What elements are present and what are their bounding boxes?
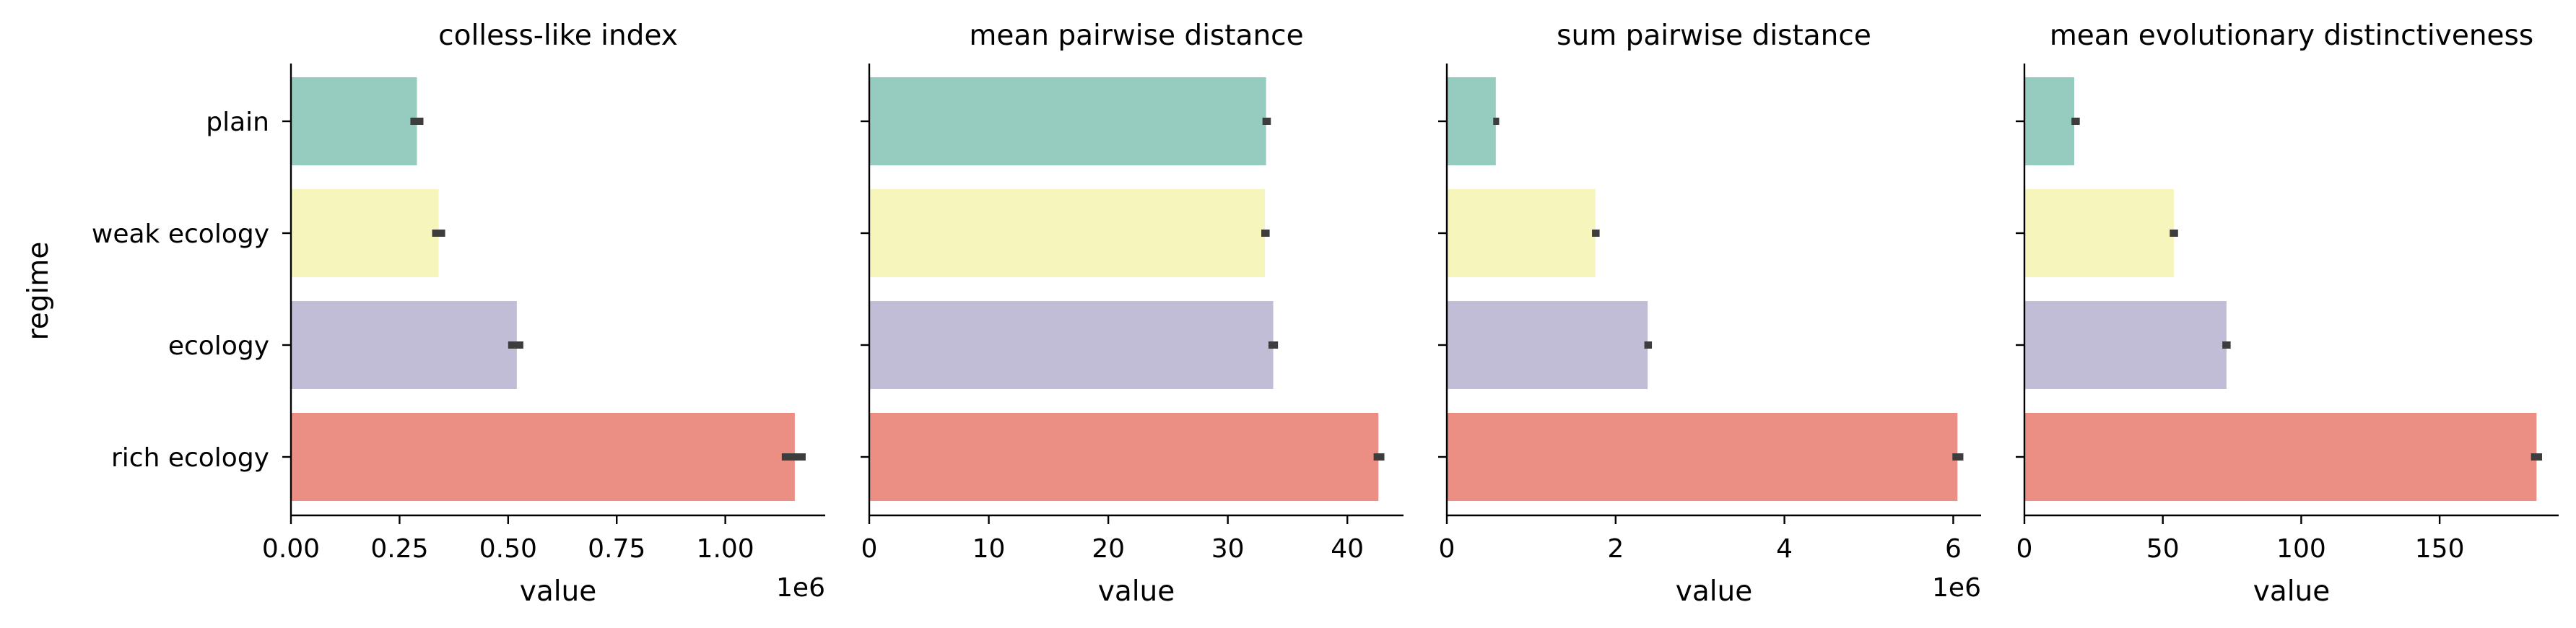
bar-ecology xyxy=(869,301,1274,389)
bar-plain xyxy=(2024,77,2075,165)
x-axis-label: value xyxy=(1098,575,1175,608)
x-tick-label: 0.00 xyxy=(262,534,320,564)
x-tick-label: 50 xyxy=(2146,534,2180,564)
bar-ecology xyxy=(2024,301,2227,389)
panel-1: colless-like index plain weak ecology ecolo… xyxy=(92,19,825,608)
bar-plain xyxy=(291,77,417,165)
y-tick-label: plain xyxy=(206,108,269,137)
x-tick-label: 1.00 xyxy=(697,534,754,564)
bar-weak-ecology xyxy=(291,189,439,277)
x-tick-label: 100 xyxy=(2276,534,2326,564)
x-tick-label: 6 xyxy=(1945,534,1962,564)
bar-rich-ecology xyxy=(2024,413,2537,501)
x-tick-label: 0 xyxy=(1439,534,1455,564)
bar-rich-ecology xyxy=(869,413,1379,501)
x-tick-label: 30 xyxy=(1211,534,1245,564)
panel-2: mean pairwise distance 0 10 20 30 40 value xyxy=(861,19,1404,608)
x-tick-label: 0 xyxy=(861,534,878,564)
panel-3: sum pairwise distance 0 2 4 6 value 1e6 xyxy=(1438,19,1981,608)
x-tick-label: 150 xyxy=(2415,534,2465,564)
bar-weak-ecology xyxy=(869,189,1265,277)
panel-title: mean evolutionary distinctiveness xyxy=(2050,19,2533,52)
x-tick-label: 2 xyxy=(1607,534,1624,564)
panel-title: mean pairwise distance xyxy=(969,19,1303,52)
x-offset-label: 1e6 xyxy=(776,573,825,603)
x-tick-label: 20 xyxy=(1092,534,1125,564)
bar-rich-ecology xyxy=(1447,413,1958,501)
x-axis-label: value xyxy=(1676,575,1753,608)
y-tick-label: weak ecology xyxy=(92,219,269,249)
panel-title: colless-like index xyxy=(438,19,678,52)
x-tick-label: 40 xyxy=(1331,534,1364,564)
y-tick-label: ecology xyxy=(168,331,269,361)
x-axis-label: value xyxy=(2253,575,2331,608)
bar-ecology xyxy=(1447,301,1648,389)
panel-title: sum pairwise distance xyxy=(1557,19,1871,52)
x-tick-label: 0.50 xyxy=(479,534,537,564)
panel-4: mean evolutionary distinctiveness 0 50 100 1… xyxy=(2016,19,2559,608)
x-offset-label: 1e6 xyxy=(1932,573,1981,603)
bar-plain xyxy=(869,77,1266,165)
y-tick-label: rich ecology xyxy=(111,443,269,473)
bar-weak-ecology xyxy=(2024,189,2175,277)
bar-plain xyxy=(1447,77,1496,165)
bar-weak-ecology xyxy=(1447,189,1596,277)
x-tick-label: 0.25 xyxy=(370,534,428,564)
y-axis-label: regime xyxy=(22,242,55,341)
bar-rich-ecology xyxy=(291,413,795,501)
x-axis-label: value xyxy=(520,575,597,608)
x-tick-label: 0 xyxy=(2016,534,2033,564)
x-tick-label: 0.75 xyxy=(588,534,645,564)
x-tick-label: 4 xyxy=(1776,534,1793,564)
x-tick-label: 10 xyxy=(972,534,1006,564)
bar-ecology xyxy=(291,301,517,389)
